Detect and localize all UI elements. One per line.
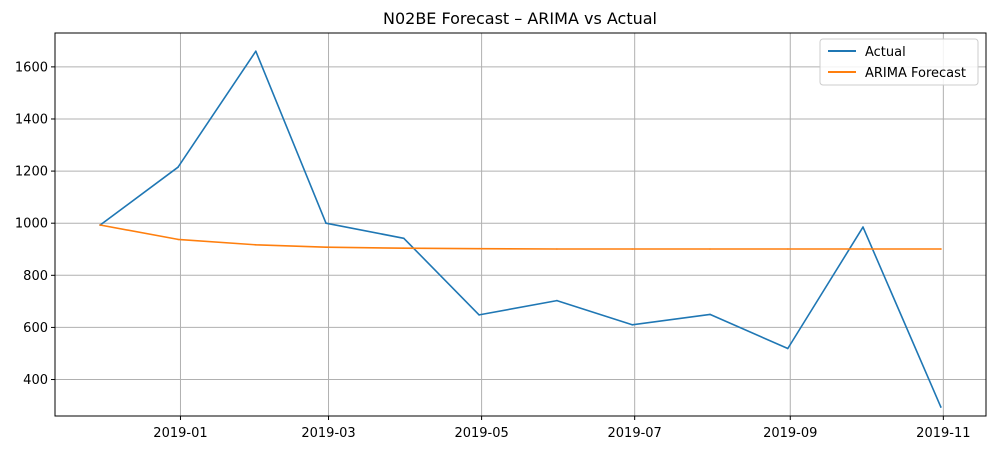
data-point [325,222,327,224]
data-point [255,50,257,52]
y-tick-label: 800 [23,269,48,284]
y-tick-label: 1000 [15,217,48,232]
chart-title: N02BE Forecast – ARIMA vs Actual [383,9,657,28]
data-point [99,224,101,226]
y-tick-label: 400 [23,373,48,388]
series-lines [99,50,942,408]
series-line-actual [99,50,942,408]
data-point [709,313,711,316]
x-axis: 2019-01 2019-03 2019-05 2019-07 2019-09 2019-… [153,416,971,441]
x-tick-label: 2019-05 [454,426,508,441]
data-point [940,248,942,250]
legend-label-actual: Actual [865,45,906,60]
data-point [255,244,257,246]
x-tick-label: 2019-09 [763,426,817,441]
data-point [631,324,633,326]
y-tick-label: 600 [23,321,48,336]
data-point [787,347,789,350]
x-tick-label: 2019-01 [153,426,207,441]
y-tick-label: 1400 [15,112,48,127]
x-tick-label: 2019-11 [916,426,970,441]
data-point [325,246,327,248]
plot-frame [54,32,987,417]
data-point [478,314,480,316]
data-point [709,248,711,250]
x-tick-label: 2019-07 [608,426,662,441]
data-point [862,226,864,228]
data-point [940,406,942,408]
data-point [862,248,864,250]
y-axis: 400 600 800 1000 1200 1400 1600 [15,60,55,388]
y-tick-label: 1200 [15,165,48,180]
series-line-arima-forecast [99,224,942,250]
data-point [556,299,558,302]
data-point [556,248,558,250]
legend-box [819,38,979,86]
grid-lines [55,33,986,416]
data-point [403,237,405,240]
y-tick-label: 1600 [15,60,48,75]
data-point [403,247,405,249]
legend-label-arima: ARIMA Forecast [865,66,966,81]
legend: Actual ARIMA Forecast [819,38,979,86]
data-point [631,248,633,250]
x-tick-label: 2019-03 [301,426,355,441]
data-point [478,247,480,250]
data-point [787,248,789,250]
data-point [177,166,179,168]
data-point [177,238,179,241]
